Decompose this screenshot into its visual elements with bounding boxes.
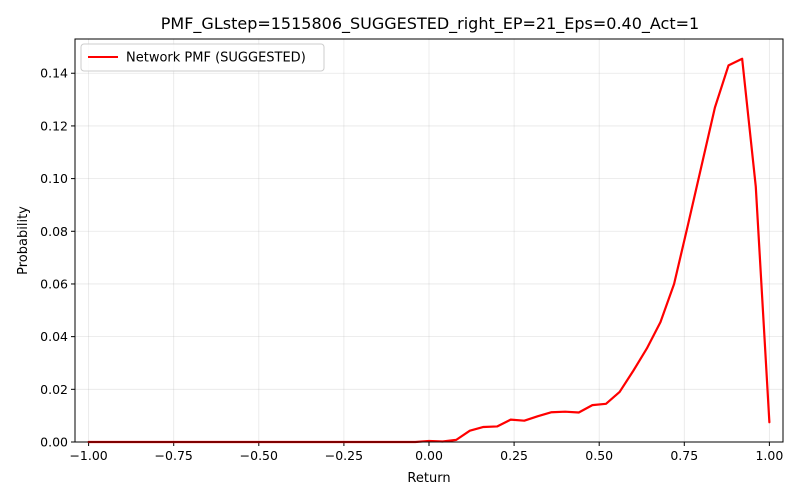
x-tick-label: 1.00 [755,448,783,463]
y-tick-label: 0.12 [40,118,68,133]
x-tick-label: −1.00 [69,448,107,463]
x-axis-label: Return [407,471,450,486]
legend-label: Network PMF (SUGGESTED) [126,51,306,66]
x-tick-label: −0.25 [325,448,363,463]
y-tick-label: 0.10 [40,171,68,186]
y-tick-label: 0.02 [40,382,68,397]
x-tick-label: 0.75 [670,448,698,463]
chart-title: PMF_GLstep=1515806_SUGGESTED_right_EP=21… [161,14,699,34]
y-tick-label: 0.04 [40,329,68,344]
plot-frame [74,38,784,443]
legend: Network PMF (SUGGESTED) [80,43,325,72]
x-tick-label: 0.00 [415,448,443,463]
legend-box [80,43,325,72]
grid [75,39,783,443]
y-tick-label: 0.08 [40,224,68,239]
x-tick-label: −0.50 [240,448,278,463]
x-tick-label: −0.75 [155,448,193,463]
y-tick-label: 0.00 [40,435,68,450]
x-tick-label: 0.50 [585,448,613,463]
x-tick-label: 0.25 [500,448,528,463]
axis-ticks: −1.00 −0.75 −0.50 −0.25 0.00 0.25 0.50 0.75 1.00… [40,66,783,463]
y-tick-label: 0.14 [40,66,68,81]
y-axis-label: Probability [16,206,31,275]
y-tick-label: 0.06 [40,276,68,291]
